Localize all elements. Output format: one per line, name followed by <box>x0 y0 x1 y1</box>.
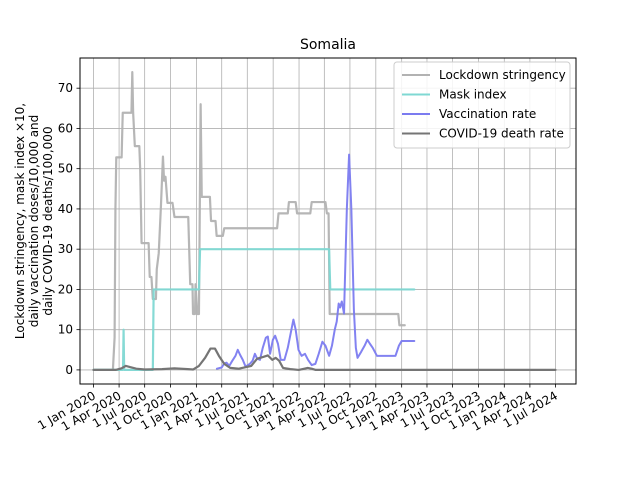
y-tick-label: 20 <box>58 282 73 296</box>
y-tick-label: 10 <box>58 323 73 337</box>
y-tick-label: 50 <box>58 162 73 176</box>
series-line-lockdown-stringency <box>92 70 406 372</box>
y-tick-label: 0 <box>65 363 73 377</box>
y-tick-label: 70 <box>58 81 73 95</box>
series-line-covid-19-death-rate <box>92 347 557 372</box>
legend-label-covid-death-rate: COVID-19 death rate <box>439 127 564 141</box>
series-line-mask-index <box>92 248 416 372</box>
axes-frame <box>79 57 577 385</box>
plot-series <box>92 70 557 372</box>
legend-label-mask-index: Mask index <box>439 88 507 102</box>
y-tick-label: 40 <box>58 202 73 216</box>
y-axis-label-line-2: daily vaccination doses/10,000 and <box>27 115 41 328</box>
chart-title: Somalia <box>300 37 356 53</box>
legend-box <box>393 61 571 149</box>
y-axis-label-line-1: Lockdown stringency, mask index ×10, <box>13 103 27 339</box>
legend-label-lockdown-stringency: Lockdown stringency <box>439 68 566 82</box>
legend: Lockdown stringency Mask index Vaccinati… <box>393 61 571 149</box>
y-tick-label: 60 <box>58 121 73 135</box>
y-axis-label-line-3: daily COVID-19 deaths/100,000 <box>41 126 55 315</box>
y-tick-label: 30 <box>58 242 73 256</box>
legend-label-vaccination-rate: Vaccination rate <box>439 107 536 121</box>
